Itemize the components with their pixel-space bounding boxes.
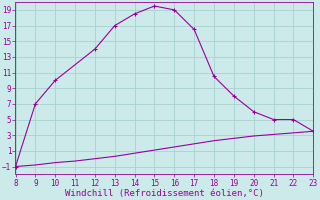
X-axis label: Windchill (Refroidissement éolien,°C): Windchill (Refroidissement éolien,°C) [65, 189, 264, 198]
